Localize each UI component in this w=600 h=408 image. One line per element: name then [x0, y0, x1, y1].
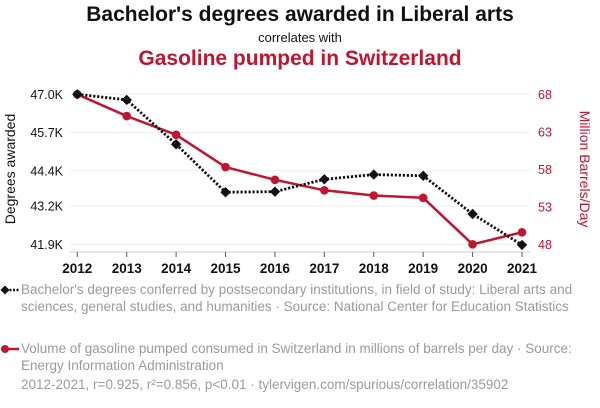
y-right-tick-label: 48 — [538, 238, 552, 252]
degrees-point — [516, 239, 528, 251]
degrees-point — [319, 174, 330, 185]
x-tick-label: 2015 — [211, 261, 242, 276]
y-axis-right: 68 63 58 53 48 — [538, 88, 552, 252]
gridlines — [70, 93, 530, 245]
degrees-line — [77, 92, 523, 247]
y-axis-left-title: Degrees awarded — [2, 114, 18, 225]
y-left-tick-label: 41.9K — [30, 238, 63, 252]
legend-item-gasoline: Volume of gasoline pumped consumed in Sw… — [0, 341, 600, 374]
y-left-tick-label: 43.2K — [30, 200, 63, 214]
degrees-point — [121, 94, 132, 106]
legend-label-gasoline: Volume of gasoline pumped consumed in Sw… — [21, 341, 572, 373]
footer-stats: 2012-2021, r=0.925, r²=0.856, p<0.01 · t… — [21, 377, 509, 392]
diamond-line-icon — [0, 285, 19, 295]
x-tick-label: 2021 — [507, 261, 538, 276]
y-right-tick-label: 63 — [538, 125, 552, 139]
gasoline-point — [270, 175, 280, 185]
chart-title: Bachelor's degrees awarded in Liberal ar… — [86, 3, 514, 26]
x-tick-label: 2012 — [62, 261, 92, 276]
x-tick-label: 2014 — [161, 261, 192, 276]
y-left-tick-label: 47.0K — [30, 88, 63, 102]
y-right-tick-label: 68 — [538, 88, 552, 102]
chart-subtitle: Gasoline pumped in Switzerland — [138, 47, 462, 70]
x-tick-label: 2017 — [309, 261, 339, 276]
gasoline-point — [418, 193, 428, 203]
gasoline-point — [468, 240, 477, 249]
degrees-point — [269, 186, 281, 197]
legend-item-degrees: Bachelor's degrees conferred by postseco… — [0, 282, 600, 315]
degrees-point — [72, 89, 83, 100]
x-tick-label: 2013 — [112, 261, 143, 276]
y-axis-left: 47.0K 45.7K 44.4K 43.2K 41.9K — [30, 88, 63, 252]
degrees-point — [467, 208, 478, 220]
gasoline-point — [517, 228, 527, 237]
x-tick-label: 2019 — [408, 261, 438, 276]
gasoline-point — [369, 191, 379, 200]
y-left-tick-label: 44.4K — [30, 164, 63, 178]
y-axis-right-title: Million Barrels/Day — [577, 111, 593, 228]
x-tick-label: 2020 — [458, 261, 488, 276]
x-tick-label: 2018 — [359, 261, 390, 276]
y-right-tick-label: 58 — [538, 163, 552, 177]
degrees-point — [417, 170, 429, 181]
gasoline-point — [171, 130, 181, 140]
line-chart: 47.0K 45.7K 44.4K 43.2K 41.9K 68 63 58 53 48 201… — [2, 88, 593, 276]
x-axis: 2012 2013 2014 2015 2016 2017 2018 2019 2020 2021 — [62, 252, 538, 276]
legend-label-degrees: Bachelor's degrees conferred by postseco… — [21, 282, 573, 314]
gasoline-point — [320, 186, 329, 195]
gasoline-line — [76, 93, 523, 246]
series-degrees — [72, 89, 528, 251]
degrees-point — [220, 187, 231, 198]
degrees-point — [368, 169, 379, 180]
chart-connector: correlates with — [258, 30, 342, 45]
gasoline-point — [221, 162, 230, 172]
gasoline-point — [122, 111, 132, 121]
y-right-tick-label: 53 — [538, 200, 552, 214]
y-left-tick-label: 45.7K — [30, 126, 63, 140]
circle-line-icon — [1, 345, 19, 353]
x-tick-label: 2016 — [260, 261, 291, 276]
degrees-point — [170, 139, 182, 150]
